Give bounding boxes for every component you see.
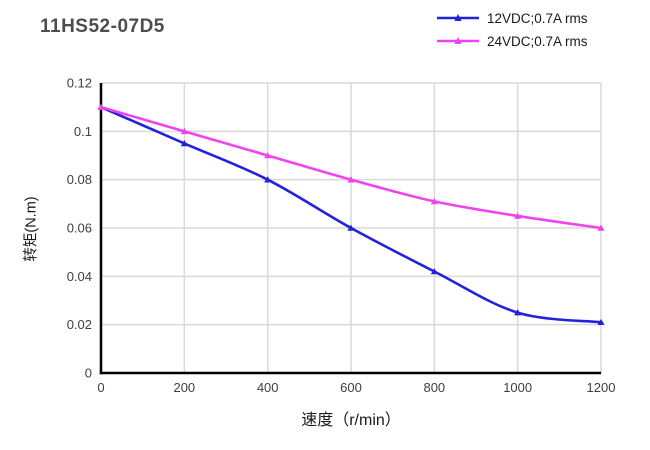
y-tick-label: 0.12 [67,76,92,91]
data-point-marker-1 [180,127,188,135]
y-axis-title: 转矩(N.m) [23,196,40,262]
legend-label-12vdc: 12VDC;0.7A rms [487,10,588,26]
x-tick-label: 600 [340,380,362,395]
x-tick-label: 1000 [503,380,532,395]
data-point-marker-1 [597,224,605,231]
legend-line-sample-12vdc [437,14,479,21]
x-tick-label: 800 [423,380,445,395]
legend-item-12vdc: 12VDC;0.7A rms [436,10,588,26]
data-point-marker-1 [264,152,272,159]
legend-item-24vdc: 24VDC;0.7A rms [436,33,588,49]
y-tick-label: 0.06 [67,221,92,236]
data-point-marker-1 [347,176,355,183]
y-tick-label: 0.1 [74,124,92,139]
data-point-marker-1 [430,198,438,205]
x-tick-label: 1200 [587,380,616,395]
x-tick-label: 0 [97,380,104,395]
x-tick-label: 400 [257,380,279,395]
y-tick-label: 0.08 [67,172,92,187]
data-point-marker-0 [597,318,605,326]
chart-title: 11HS52-07D5 [40,16,165,37]
data-point-marker-0 [264,176,272,183]
legend-label-24vdc: 24VDC;0.7A rms [487,33,588,49]
legend: 12VDC;0.7A rms 24VDC;0.7A rms [436,10,588,49]
data-point-marker-0 [430,268,438,275]
x-axis-title: 速度（r/min） [301,412,401,429]
y-tick-label: 0.02 [67,317,92,332]
y-tick-label: 0 [85,366,92,381]
data-point-marker-1 [97,103,105,110]
y-tick-label: 0.04 [67,269,92,284]
legend-line-sample-24vdc [437,37,479,44]
data-point-marker-1 [514,212,522,219]
data-point-marker-0 [347,224,355,231]
x-tick-label: 200 [173,380,195,395]
data-point-marker-0 [514,309,522,316]
data-point-marker-0 [180,140,188,147]
